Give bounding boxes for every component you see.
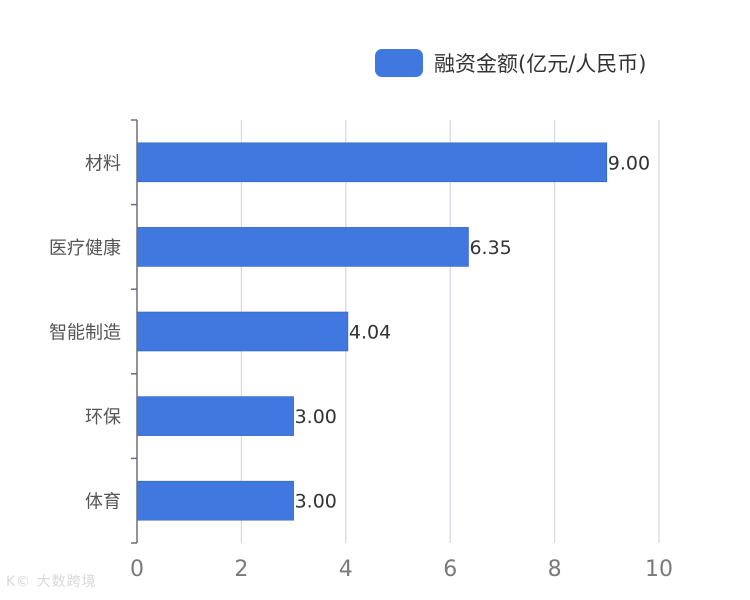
category-label: 体育: [85, 492, 121, 513]
category-label: 材料: [85, 153, 121, 174]
bar: [136, 142, 608, 183]
bar: [136, 480, 294, 521]
bars: 9.00 6.35 4.04 3.00 3.00: [136, 142, 650, 521]
value-label: 9.00: [608, 152, 650, 174]
x-tick-label: 0: [130, 557, 144, 582]
x-tick-label: 10: [645, 557, 673, 582]
grid: [240, 120, 660, 543]
legend-swatch: [375, 49, 423, 77]
x-tick-label: 8: [548, 557, 562, 582]
legend-label: 融资金额(亿元/人民币): [434, 52, 646, 76]
watermark: K© 大数跨境: [6, 574, 97, 590]
value-label: 6.35: [469, 237, 511, 259]
x-tick-label: 6: [443, 557, 457, 582]
category-label: 环保: [85, 407, 121, 428]
value-label: 3.00: [295, 491, 337, 513]
bar: [136, 396, 294, 436]
bar: [136, 227, 469, 267]
category-label: 医疗健康: [49, 238, 121, 259]
category-label: 智能制造: [49, 323, 121, 344]
value-label: 4.04: [349, 322, 391, 344]
legend: 融资金额(亿元/人民币): [375, 49, 646, 77]
value-label: 3.00: [295, 406, 337, 428]
x-tick-label: 2: [234, 557, 248, 582]
x-axis: 0 2 4 6 8 10: [130, 557, 673, 582]
x-tick-label: 4: [339, 557, 353, 582]
bar: [136, 311, 349, 352]
